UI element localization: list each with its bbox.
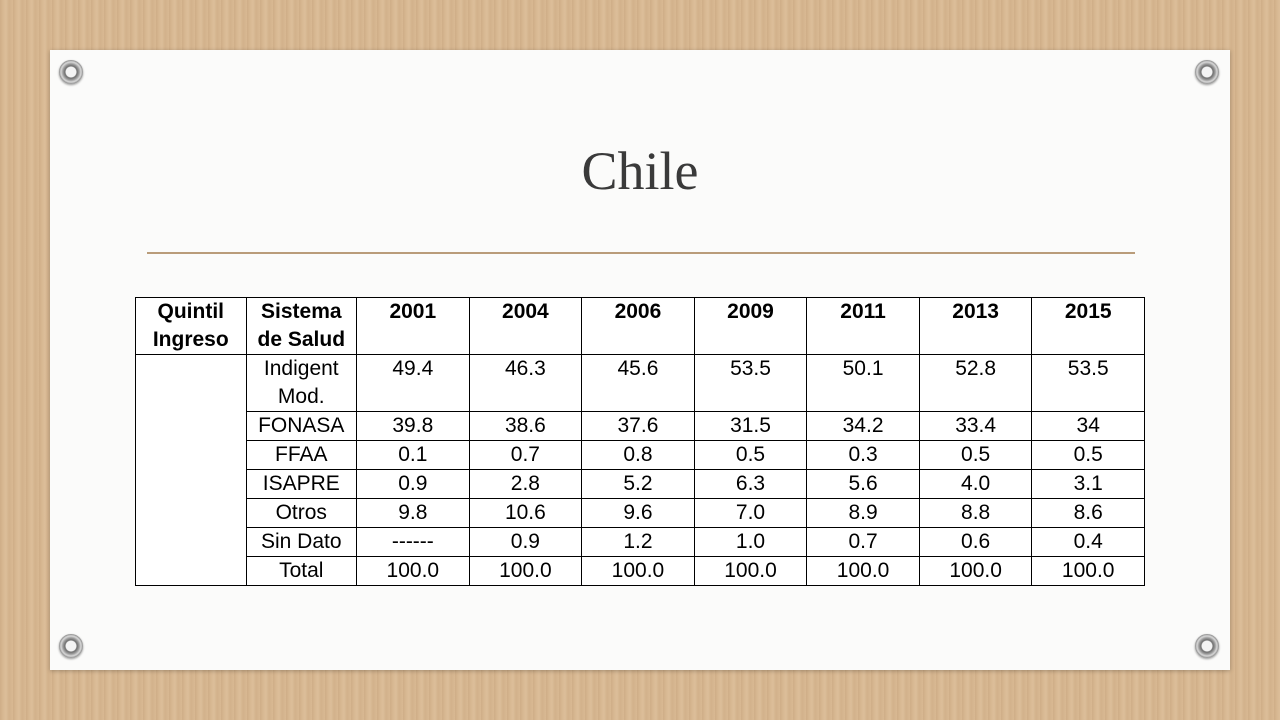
value-cell: 100.0 (356, 556, 470, 586)
value-cell: 100.0 (918, 556, 1033, 586)
header-year: 2004 (468, 297, 583, 355)
value-cell: 0.3 (806, 440, 920, 470)
table-row: ISAPRE 0.9 2.8 5.2 6.3 5.6 4.0 3.1 (136, 469, 1145, 499)
title-divider (147, 252, 1135, 254)
value-cell: 0.5 (693, 440, 808, 470)
value-cell: 100.0 (581, 556, 695, 586)
sistema-cell: ISAPRE (245, 469, 358, 499)
quintil-cell (135, 354, 247, 586)
value-cell: 100.0 (468, 556, 583, 586)
sistema-cell: Total (245, 556, 358, 586)
table-row: FFAA 0.1 0.7 0.8 0.5 0.3 0.5 0.5 (136, 440, 1145, 470)
header-sistema-line1: Sistema (261, 300, 342, 323)
value-cell: 38.6 (468, 411, 583, 441)
grommet-icon (1195, 60, 1219, 84)
sistema-cell: FONASA (245, 411, 358, 441)
value-cell: 2.8 (468, 469, 583, 499)
value-cell: 34 (1031, 411, 1145, 441)
value-cell: 39.8 (356, 411, 470, 441)
value-cell: 7.0 (693, 498, 808, 528)
value-cell: 0.1 (356, 440, 470, 470)
header-year: 2011 (806, 297, 920, 355)
value-cell: 34.2 (806, 411, 920, 441)
value-cell: 5.2 (581, 469, 695, 499)
header-quintil-line2: Ingreso (152, 328, 229, 351)
value-cell: 100.0 (806, 556, 920, 586)
sistema-label-line2: Mod. (277, 385, 325, 408)
header-year: 2006 (581, 297, 695, 355)
value-cell: ------ (356, 527, 470, 557)
value-cell: 31.5 (693, 411, 808, 441)
value-cell: 100.0 (693, 556, 808, 586)
value-cell: 9.6 (581, 498, 695, 528)
value-cell: 0.7 (806, 527, 920, 557)
value-cell: 1.2 (581, 527, 695, 557)
value-cell: 37.6 (581, 411, 695, 441)
value-cell: 4.0 (918, 469, 1033, 499)
grommet-icon (59, 634, 83, 658)
slide-title: Chile (581, 141, 699, 201)
table-row: FONASA 39.8 38.6 37.6 31.5 34.2 33.4 34 (136, 411, 1145, 441)
value-cell: 100.0 (1031, 556, 1145, 586)
value-cell: 8.8 (918, 498, 1033, 528)
value-cell: 6.3 (693, 469, 808, 499)
header-year: 2013 (918, 297, 1033, 355)
value-cell: 53.5 (1031, 354, 1145, 412)
value-cell: 50.1 (806, 354, 920, 412)
header-sistema-line2: de Salud (257, 328, 346, 351)
value-cell: 0.9 (356, 469, 470, 499)
value-cell: 46.3 (468, 354, 583, 412)
value-cell: 52.8 (918, 354, 1033, 412)
value-cell: 53.5 (693, 354, 808, 412)
sistema-cell: Otros (245, 498, 358, 528)
table-header-row: Quintil Ingreso Sistema de Salud 2001 20… (135, 297, 1145, 355)
sistema-cell: Sin Dato (245, 527, 358, 557)
slide-card: Chile Quintil Ingreso Sistema de Salud 2… (50, 50, 1230, 670)
sistema-cell: Indigent Mod. (245, 354, 358, 412)
table-row-total: Total 100.0 100.0 100.0 100.0 100.0 100.… (136, 556, 1145, 586)
header-sistema-salud: Sistema de Salud (245, 297, 358, 355)
value-cell: 0.7 (468, 440, 583, 470)
grommet-icon (59, 60, 83, 84)
value-cell: 5.6 (806, 469, 920, 499)
header-year: 2015 (1031, 297, 1145, 355)
value-cell: 3.1 (1031, 469, 1145, 499)
value-cell: 1.0 (693, 527, 808, 557)
value-cell: 49.4 (356, 354, 470, 412)
header-year: 2009 (693, 297, 808, 355)
value-cell: 9.8 (356, 498, 470, 528)
grommet-icon (1195, 634, 1219, 658)
table-row: Otros 9.8 10.6 9.6 7.0 8.9 8.8 8.6 (136, 498, 1145, 528)
table-row: Sin Dato ------ 0.9 1.2 1.0 0.7 0.6 0.4 (136, 527, 1145, 557)
health-system-table: Quintil Ingreso Sistema de Salud 2001 20… (135, 297, 1145, 586)
header-year: 2001 (356, 297, 470, 355)
value-cell: 10.6 (468, 498, 583, 528)
value-cell: 0.8 (581, 440, 695, 470)
value-cell: 0.6 (918, 527, 1033, 557)
header-quintil-ingreso: Quintil Ingreso (135, 297, 247, 355)
sistema-label-line1: Indigent (263, 357, 339, 380)
value-cell: 33.4 (918, 411, 1033, 441)
sistema-cell: FFAA (245, 440, 358, 470)
value-cell: 0.5 (1031, 440, 1145, 470)
value-cell: 0.9 (468, 527, 583, 557)
header-quintil-line1: Quintil (157, 300, 225, 323)
value-cell: 0.5 (918, 440, 1033, 470)
value-cell: 8.6 (1031, 498, 1145, 528)
value-cell: 0.4 (1031, 527, 1145, 557)
table-row: Indigent Mod. 49.4 46.3 45.6 53.5 50.1 5… (135, 354, 1145, 586)
value-cell: 8.9 (806, 498, 920, 528)
value-cell: 45.6 (581, 354, 695, 412)
